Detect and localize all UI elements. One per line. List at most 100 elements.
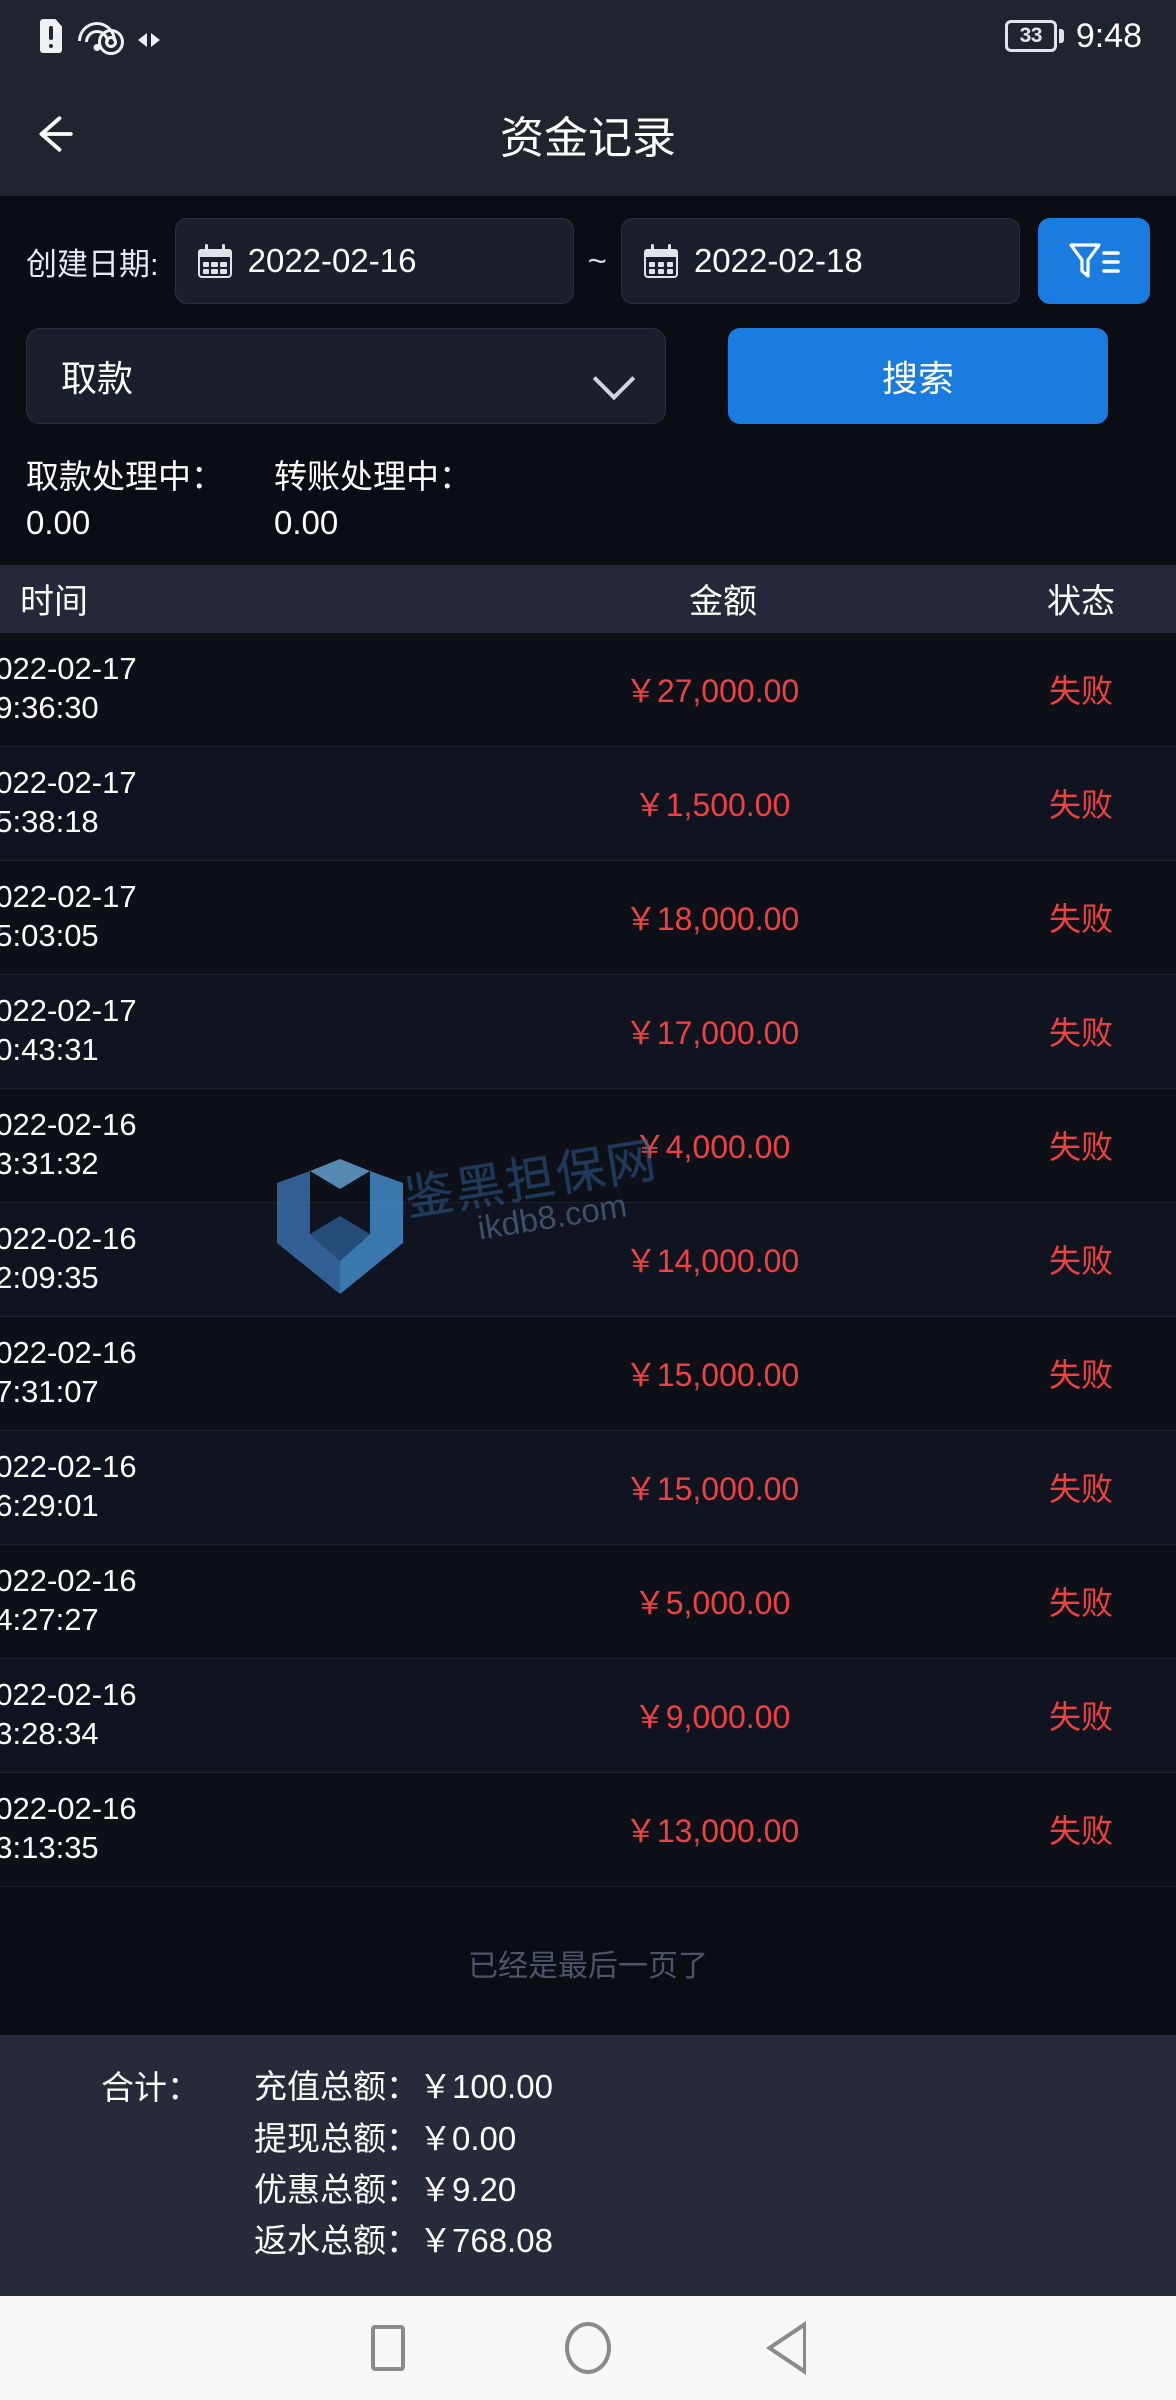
- cell-status: 失败: [1048, 1015, 1113, 1052]
- cell-date: 2022-02-17: [0, 765, 137, 801]
- cell-status: 失败: [1048, 1357, 1113, 1394]
- cell-time: 2022-02-1614:27:27: [0, 1562, 498, 1640]
- table-row[interactable]: 2022-02-1709:36:30 ￥27,000.00 失败: [0, 632, 1176, 747]
- date-from-field[interactable]: 2022-02-16: [174, 218, 574, 304]
- nav-back-button[interactable]: [688, 2296, 888, 2400]
- table-row[interactable]: 2022-02-1623:31:32 ￥4,000.00 失败: [0, 1088, 1176, 1203]
- nav-home-button[interactable]: [488, 2296, 688, 2400]
- cell-amount: ￥5,000.00: [633, 1585, 791, 1622]
- cell-clock: 23:31:32: [0, 1146, 99, 1182]
- totals-list: 充值总额：￥100.00 提现总额：￥0.00 优惠总额：￥9.20 返水总额：￥76…: [200, 2061, 553, 2266]
- cell-time: 2022-02-1623:31:32: [0, 1106, 498, 1184]
- search-button[interactable]: 搜索: [728, 328, 1108, 424]
- cell-status: 失败: [1048, 1813, 1113, 1850]
- status-bar-left: [40, 17, 160, 55]
- cell-amount: ￥27,000.00: [624, 673, 800, 710]
- battery-level: 33: [1004, 20, 1057, 52]
- cell-amount: ￥17,000.00: [624, 1015, 800, 1052]
- table-row[interactable]: 2022-02-1613:13:35 ￥13,000.00 失败: [0, 1772, 1176, 1887]
- cell-clock: 05:03:05: [0, 918, 99, 954]
- cell-amount: ￥4,000.00: [633, 1129, 791, 1166]
- cell-time: 2022-02-1622:09:35: [0, 1220, 498, 1298]
- filter-panel: 创建日期: 2022-02-16 ~ 2022-02-18: [0, 196, 1176, 440]
- pending-summary: 取款处理中： 0.00 转账处理中： 0.00: [0, 440, 1176, 565]
- cell-time: 2022-02-1616:29:01: [0, 1448, 498, 1526]
- cell-date: 2022-02-16: [0, 1791, 137, 1827]
- cell-clock: 13:28:34: [0, 1716, 99, 1752]
- cell-clock: 09:36:30: [0, 690, 99, 726]
- date-range-separator: ~: [587, 242, 607, 279]
- cell-time: 2022-02-1617:31:07: [0, 1334, 498, 1412]
- cell-amount: ￥14,000.00: [624, 1243, 800, 1280]
- cell-clock: 16:29:01: [0, 1488, 99, 1524]
- totals-value: ￥768.08: [419, 2221, 553, 2259]
- calendar-icon: [197, 244, 232, 278]
- end-of-list-text: 已经是最后一页了: [0, 1886, 1176, 1983]
- column-header-amount: 金额: [689, 583, 757, 622]
- date-range-label: 创建日期:: [26, 246, 159, 282]
- data-transfer-icon: [138, 33, 160, 49]
- cell-date: 2022-02-17: [0, 879, 137, 915]
- totals-line: 提现总额：￥0.00: [254, 2113, 553, 2164]
- nav-recents-button[interactable]: [288, 2296, 488, 2400]
- table-row[interactable]: 2022-02-1617:31:07 ￥15,000.00 失败: [0, 1316, 1176, 1431]
- table-row[interactable]: 2022-02-1705:38:18 ￥1,500.00 失败: [0, 746, 1176, 861]
- cell-clock: 14:27:27: [0, 1602, 99, 1638]
- sim-warning-icon: [40, 19, 62, 53]
- table-row[interactable]: 2022-02-1616:29:01 ￥15,000.00 失败: [0, 1430, 1176, 1545]
- date-to-value: 2022-02-18: [693, 242, 863, 279]
- chevron-down-icon: [595, 364, 635, 388]
- pending-transfer-value: 0.00: [274, 503, 339, 541]
- totals-key: 充值总额：: [254, 2068, 419, 2106]
- cell-date: 2022-02-16: [0, 1107, 137, 1143]
- cell-amount: ￥13,000.00: [624, 1813, 800, 1850]
- cell-clock: 17:31:07: [0, 1374, 99, 1410]
- cell-time: 2022-02-1705:03:05: [0, 878, 498, 956]
- cell-clock: 05:38:18: [0, 804, 99, 840]
- cell-status: 失败: [1048, 1243, 1113, 1280]
- calendar-icon: [643, 244, 678, 278]
- battery-indicator: 33: [1004, 20, 1064, 52]
- cell-amount: ￥9,000.00: [633, 1699, 791, 1736]
- recents-square-icon: [371, 2325, 405, 2371]
- date-from-value: 2022-02-16: [247, 242, 417, 279]
- back-button[interactable]: [0, 72, 110, 196]
- cell-date: 2022-02-16: [0, 1449, 137, 1485]
- pending-withdrawal: 取款处理中： 0.00: [26, 456, 274, 547]
- column-header-status: 状态: [1047, 583, 1115, 622]
- table-row[interactable]: 2022-02-1622:09:35 ￥14,000.00 失败: [0, 1202, 1176, 1317]
- cell-time: 2022-02-1613:13:35: [0, 1790, 498, 1868]
- pending-withdrawal-label: 取款处理中：: [26, 458, 224, 495]
- cell-time: 2022-02-1613:28:34: [0, 1676, 498, 1754]
- table-body: 2022-02-1709:36:30￥27,000.00失败2022-02-17…: [0, 632, 1176, 1887]
- status-bar: 33 9:48: [0, 0, 1176, 72]
- table-row[interactable]: 2022-02-1614:27:27 ￥5,000.00 失败: [0, 1544, 1176, 1659]
- totals-value: ￥0.00: [419, 2119, 517, 2157]
- totals-key: 优惠总额：: [254, 2170, 419, 2208]
- filter-button[interactable]: [1038, 218, 1150, 304]
- cell-status: 失败: [1048, 1699, 1113, 1736]
- table-row[interactable]: 2022-02-1700:43:31 ￥17,000.00 失败: [0, 974, 1176, 1089]
- cell-time: 2022-02-1700:43:31: [0, 992, 498, 1070]
- filter-icon: [1069, 243, 1120, 278]
- back-arrow-icon: [39, 116, 73, 152]
- cell-status: 失败: [1048, 1471, 1113, 1508]
- status-bar-clock: 9:48: [1075, 16, 1142, 55]
- totals-value: ￥9.20: [419, 2170, 517, 2208]
- cell-time: 2022-02-1709:36:30: [0, 650, 498, 728]
- page-title: 资金记录: [500, 114, 676, 163]
- transaction-type-select[interactable]: 取款: [26, 328, 666, 424]
- transaction-table[interactable]: 时间 金额 状态 2022-02-1709:36:30￥27,000.00失败2…: [0, 564, 1176, 2036]
- transaction-type-value: 取款: [61, 358, 134, 399]
- cell-status: 失败: [1048, 1129, 1113, 1166]
- back-triangle-icon: [766, 2321, 810, 2375]
- totals-line: 返水总额：￥768.08: [254, 2215, 553, 2266]
- totals-line: 充值总额：￥100.00: [254, 2061, 553, 2112]
- cell-time: 2022-02-1705:38:18: [0, 764, 498, 842]
- table-row[interactable]: 2022-02-1705:03:05 ￥18,000.00 失败: [0, 860, 1176, 975]
- date-to-field[interactable]: 2022-02-18: [620, 218, 1020, 304]
- table-row[interactable]: 2022-02-1613:28:34 ￥9,000.00 失败: [0, 1658, 1176, 1773]
- cell-status: 失败: [1048, 787, 1113, 824]
- cell-status: 失败: [1048, 1585, 1113, 1622]
- android-nav-bar: [0, 2296, 1176, 2400]
